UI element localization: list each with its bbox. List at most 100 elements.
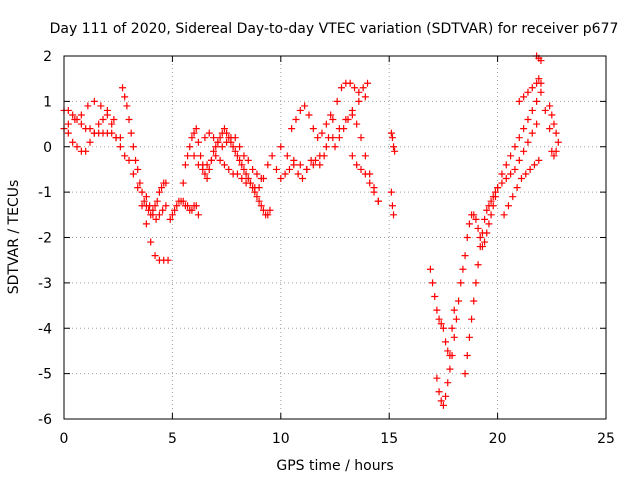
data-point bbox=[90, 97, 98, 105]
data-point bbox=[253, 170, 261, 178]
data-point bbox=[327, 111, 335, 119]
data-point bbox=[533, 120, 541, 128]
data-point bbox=[205, 129, 213, 137]
data-point bbox=[481, 215, 489, 223]
data-point bbox=[541, 106, 549, 114]
data-point bbox=[487, 197, 495, 205]
data-point bbox=[355, 88, 363, 96]
data-point bbox=[487, 211, 495, 219]
data-point bbox=[220, 161, 228, 169]
data-point bbox=[535, 156, 543, 164]
data-point bbox=[309, 161, 317, 169]
data-point bbox=[513, 184, 521, 192]
data-point bbox=[374, 197, 382, 205]
data-point bbox=[444, 347, 452, 355]
x-tick-label: 15 bbox=[380, 431, 398, 447]
data-point bbox=[528, 106, 536, 114]
data-point bbox=[216, 134, 224, 142]
data-point bbox=[485, 220, 493, 228]
data-point bbox=[231, 134, 239, 142]
data-point bbox=[502, 175, 510, 183]
data-point bbox=[476, 243, 484, 251]
data-point bbox=[439, 324, 447, 332]
data-point bbox=[123, 102, 131, 110]
data-point bbox=[140, 197, 148, 205]
data-points bbox=[60, 52, 562, 409]
data-point bbox=[554, 138, 562, 146]
data-point bbox=[348, 152, 356, 160]
data-point bbox=[212, 152, 220, 160]
data-point bbox=[316, 161, 324, 169]
data-point bbox=[255, 184, 263, 192]
data-point bbox=[231, 147, 239, 155]
data-point bbox=[199, 165, 207, 173]
y-tick-label: -4 bbox=[38, 321, 52, 337]
data-point bbox=[223, 129, 231, 137]
data-point bbox=[431, 292, 439, 300]
x-tick-label: 0 bbox=[60, 431, 69, 447]
data-point bbox=[520, 125, 528, 133]
data-point bbox=[388, 202, 396, 210]
data-point bbox=[184, 152, 192, 160]
data-point bbox=[298, 175, 306, 183]
data-point bbox=[203, 161, 211, 169]
data-point bbox=[546, 102, 554, 110]
data-point bbox=[515, 97, 523, 105]
data-point bbox=[82, 147, 90, 155]
data-point bbox=[77, 111, 85, 119]
data-point bbox=[322, 120, 330, 128]
data-point bbox=[259, 175, 267, 183]
data-point bbox=[186, 143, 194, 151]
data-point bbox=[455, 297, 463, 305]
data-point bbox=[142, 220, 150, 228]
data-point bbox=[517, 175, 525, 183]
data-point bbox=[64, 129, 72, 137]
data-point bbox=[390, 143, 398, 151]
data-point bbox=[155, 211, 163, 219]
series-arc-u bbox=[533, 52, 545, 65]
data-point bbox=[448, 324, 456, 332]
data-point bbox=[357, 134, 365, 142]
data-point bbox=[149, 211, 157, 219]
data-point bbox=[450, 333, 458, 341]
data-point bbox=[266, 206, 274, 214]
data-point bbox=[220, 125, 228, 133]
y-tick-label: 1 bbox=[43, 94, 52, 110]
data-point bbox=[283, 152, 291, 160]
data-point bbox=[162, 179, 170, 187]
data-point bbox=[348, 111, 356, 119]
x-tick-label: 25 bbox=[597, 431, 615, 447]
data-point bbox=[537, 79, 545, 87]
data-point bbox=[481, 238, 489, 246]
data-point bbox=[390, 211, 398, 219]
series-arc-v bbox=[546, 102, 562, 160]
data-point bbox=[86, 138, 94, 146]
data-point bbox=[507, 152, 515, 160]
series-arc-p bbox=[426, 265, 458, 359]
data-point bbox=[292, 116, 300, 124]
data-point bbox=[173, 202, 181, 210]
series-arc-o bbox=[387, 129, 399, 219]
data-point bbox=[491, 188, 499, 196]
data-point bbox=[387, 188, 395, 196]
data-point bbox=[550, 152, 558, 160]
series-arc-s bbox=[500, 156, 543, 219]
data-point bbox=[457, 279, 465, 287]
data-point bbox=[429, 279, 437, 287]
y-tick-label: -6 bbox=[38, 412, 52, 428]
data-point bbox=[216, 156, 224, 164]
data-point bbox=[472, 215, 480, 223]
data-point bbox=[151, 252, 159, 260]
y-tick-label: -5 bbox=[38, 367, 52, 383]
series-arc-c bbox=[64, 97, 118, 128]
data-point bbox=[465, 220, 473, 228]
data-point bbox=[229, 143, 237, 151]
data-point bbox=[489, 193, 497, 201]
data-point bbox=[108, 129, 116, 137]
data-point bbox=[504, 202, 512, 210]
data-point bbox=[361, 93, 369, 101]
data-point bbox=[437, 397, 445, 405]
data-point bbox=[524, 116, 532, 124]
data-point bbox=[387, 129, 395, 137]
